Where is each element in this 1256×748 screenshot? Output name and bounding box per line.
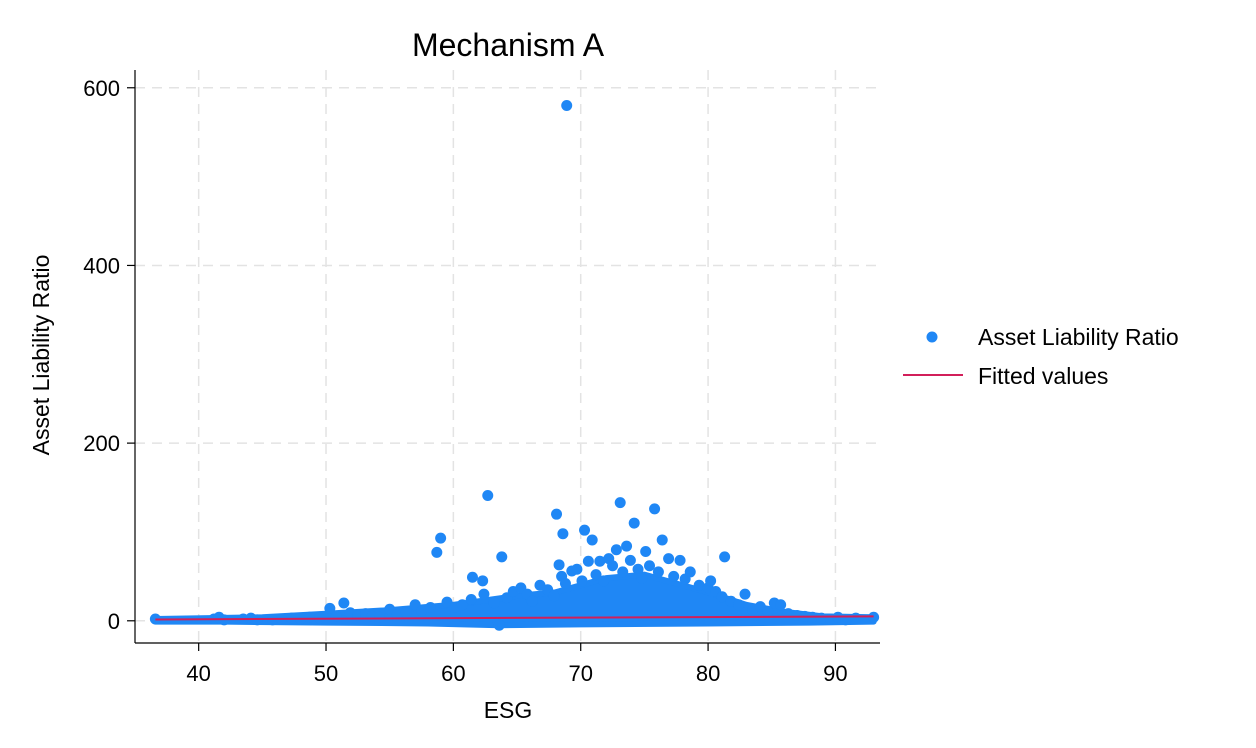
scatter-point — [466, 571, 478, 583]
scatter-point — [424, 601, 436, 613]
legend: Asset Liability Ratio Fitted values — [903, 324, 1179, 389]
scatter-point — [643, 560, 655, 572]
scatter-point — [416, 605, 428, 617]
scatter-point — [668, 570, 680, 582]
y-tick-label: 400 — [83, 253, 120, 278]
scatter-point — [762, 606, 774, 618]
scatter-point — [607, 560, 619, 572]
scatter-point — [649, 503, 661, 515]
grid — [135, 70, 880, 643]
scatter-point — [488, 597, 500, 609]
scatter-point — [656, 534, 668, 546]
scatter-point — [614, 497, 626, 509]
x-tick-label: 90 — [823, 661, 847, 686]
y-tick-label: 200 — [83, 431, 120, 456]
axes: 40 50 60 70 80 90 0 200 400 600 — [83, 70, 880, 686]
legend-label-scatter: Asset Liability Ratio — [978, 324, 1179, 350]
scatter-point — [391, 609, 403, 621]
scatter-point — [435, 532, 447, 544]
x-tick-label: 60 — [441, 661, 465, 686]
scatter-point — [693, 579, 705, 591]
scatter-point — [621, 540, 633, 552]
scatter-point — [431, 546, 443, 558]
scatter-point — [374, 611, 386, 623]
scatter-point — [561, 100, 573, 112]
scatter-point — [324, 602, 336, 614]
legend-label-fit: Fitted values — [978, 363, 1108, 389]
scatter-point — [636, 572, 648, 584]
scatter-point — [384, 603, 396, 615]
x-axis-title: ESG — [484, 697, 533, 723]
x-tick-label: 80 — [696, 661, 720, 686]
scatter-point — [652, 566, 664, 578]
scatter-point — [594, 555, 606, 567]
scatter-point — [628, 517, 640, 529]
scatter-point — [553, 559, 565, 571]
scatter-point — [478, 588, 490, 600]
scatter-point — [850, 612, 862, 624]
scatter-point — [496, 551, 508, 563]
scatter-point — [705, 575, 717, 587]
scatter-point — [338, 597, 350, 609]
y-tick-label: 0 — [108, 609, 120, 634]
scatter-point — [754, 601, 766, 613]
scatter-point — [303, 611, 315, 623]
scatter-point — [674, 554, 686, 566]
scatter-point — [526, 595, 538, 607]
scatter-point — [624, 554, 636, 566]
scatter-point — [716, 591, 728, 603]
scatter-point — [477, 575, 489, 587]
x-tick-label: 40 — [186, 661, 210, 686]
scatter-point — [733, 599, 745, 611]
scatter-point — [571, 563, 583, 575]
scatter-point — [551, 508, 563, 520]
x-tick-label: 50 — [314, 661, 338, 686]
scatter-point — [493, 619, 505, 631]
scatter-point — [576, 575, 588, 587]
scatter-point — [610, 544, 622, 556]
scatter-point — [632, 563, 644, 575]
scatter-point — [598, 575, 610, 587]
scatter-point — [465, 593, 477, 605]
fitted-values-line — [155, 615, 874, 621]
scatter-point — [590, 569, 602, 581]
x-tick-label: 70 — [568, 661, 592, 686]
scatter-point — [775, 599, 787, 611]
scatter-point — [582, 555, 594, 567]
scatter-point — [559, 577, 571, 589]
scatter-point — [557, 528, 569, 540]
scatter-point — [640, 545, 652, 557]
fitted-line — [155, 615, 874, 621]
scatter-point — [684, 566, 696, 578]
scatter-points — [149, 100, 880, 631]
scatter-point — [330, 610, 342, 622]
scatter-point — [586, 534, 598, 546]
scatter-point — [739, 588, 751, 600]
scatter-point — [719, 551, 731, 563]
scatter-point — [579, 524, 591, 536]
legend-marker-scatter — [926, 331, 938, 343]
y-tick-label: 600 — [83, 76, 120, 101]
chart-title: Mechanism A — [412, 27, 605, 63]
scatter-point — [482, 490, 494, 502]
scatter-point — [548, 590, 560, 602]
scatter-point — [617, 566, 629, 578]
scatter-point — [456, 599, 468, 611]
scatter-point — [441, 596, 453, 608]
scatter-point — [400, 607, 412, 619]
y-axis-title: Asset Liability Ratio — [28, 255, 54, 456]
scatter-point — [663, 553, 675, 565]
scatter-point — [815, 612, 827, 624]
